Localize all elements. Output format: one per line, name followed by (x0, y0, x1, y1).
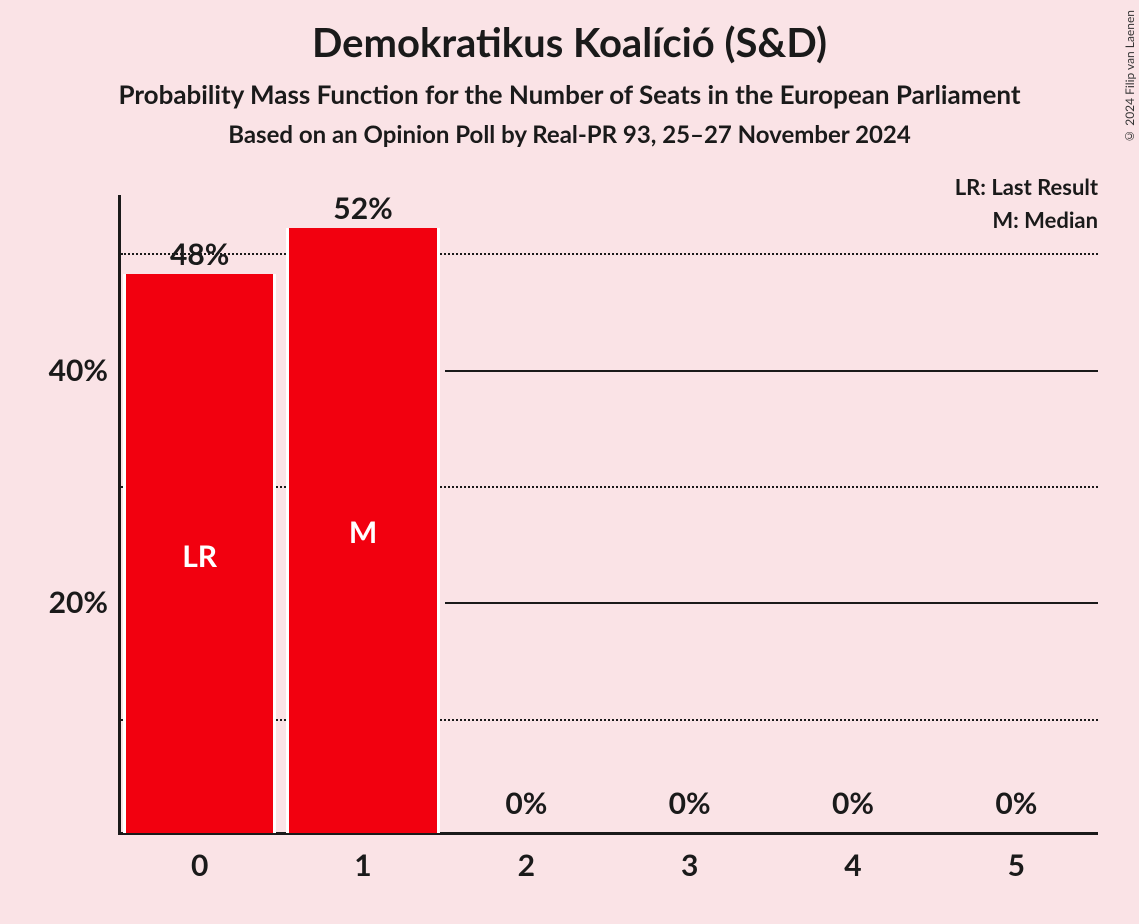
y-axis-line (118, 195, 121, 835)
x-tick-label: 1 (354, 847, 371, 883)
bar-inner-label: LR (182, 538, 217, 574)
y-tick-label: 20% (49, 584, 108, 620)
x-tick-label: 2 (518, 847, 535, 883)
gridline (445, 602, 1098, 604)
y-tick-label: 40% (49, 352, 108, 388)
chart-subtitle-1: Probability Mass Function for the Number… (0, 78, 1139, 110)
x-tick-label: 5 (1008, 847, 1025, 883)
x-tick-label: 0 (191, 847, 208, 883)
legend-m: M: Median (955, 206, 1098, 233)
legend: LR: Last Result M: Median (955, 173, 1098, 239)
bar-value-label: 48% (170, 236, 229, 272)
gridline (445, 370, 1098, 372)
bar-value-label: 0% (505, 785, 547, 821)
bar-value-label: 0% (669, 785, 711, 821)
chart-subtitle-2: Based on an Opinion Poll by Real-PR 93, … (0, 120, 1139, 149)
gridline (121, 253, 1098, 255)
chart-container: Demokratikus Koalíció (S&D) Probability … (0, 0, 1139, 924)
copyright-text: © 2024 Filip van Laenen (1122, 10, 1137, 144)
bar-value-label: 0% (832, 785, 874, 821)
x-tick-label: 4 (844, 847, 861, 883)
bar-inner-label: M (349, 514, 377, 550)
legend-lr: LR: Last Result (955, 173, 1098, 200)
plot-area: LR: Last Result M: Median 20%40%48%LR052… (118, 195, 1098, 835)
chart-title: Demokratikus Koalíció (S&D) (0, 18, 1139, 66)
x-tick-label: 3 (681, 847, 698, 883)
bar-value-label: 52% (333, 190, 392, 226)
bar-value-label: 0% (995, 785, 1037, 821)
